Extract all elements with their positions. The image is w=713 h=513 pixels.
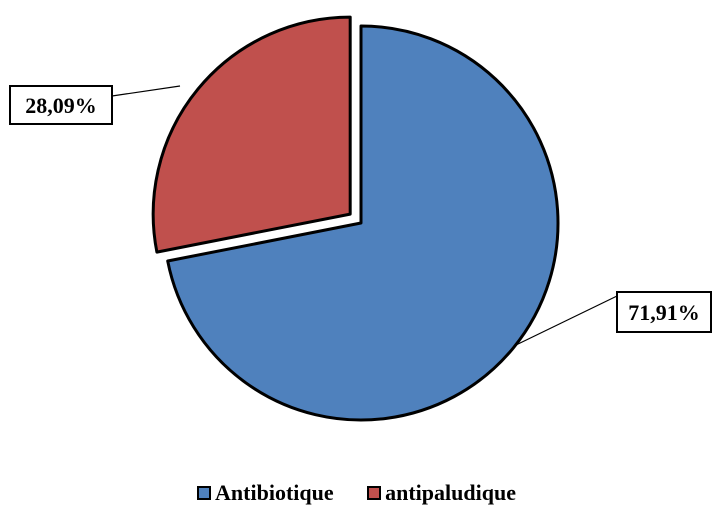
pie-slice-antipaludique [151,15,352,254]
legend-label-antibiotique: Antibiotique [215,480,334,505]
leader-line-antipaludique [111,85,181,97]
data-label-box-antipaludique [9,85,113,125]
data-label-antipaludique: 28,09% [25,93,97,118]
legend-swatch-antibiotique [197,486,212,500]
legend-item-antibiotique: Antibiotique [197,480,334,506]
pie-slice-antibiotique [166,24,560,422]
legend-item-antipaludique: antipaludique [367,480,516,506]
legend-swatch-antipaludique [367,486,382,500]
legend-label-antipaludique: antipaludique [385,480,516,505]
data-label-box-antibiotique [616,291,712,333]
leader-line-antibiotique [515,295,618,346]
data-label-antibiotique: 71,91% [628,300,700,325]
pie-chart-svg: 71,91% 28,09% [9,15,712,422]
legend: Antibiotique antipaludique [0,480,713,506]
